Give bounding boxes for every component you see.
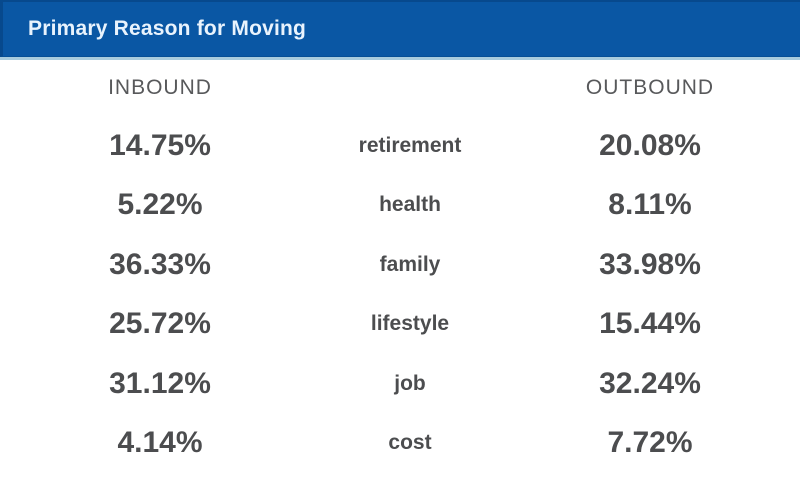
page-title: Primary Reason for Moving <box>28 17 307 40</box>
table-row-retirement: 14.75% retirement 20.08% <box>0 116 800 176</box>
table-row-lifestyle: 25.72% lifestyle 15.44% <box>0 295 800 355</box>
reason-label: cost <box>388 431 432 455</box>
widget-title-bar: Primary Reason for Moving <box>0 0 800 57</box>
table-row-family: 36.33% family 33.98% <box>0 235 800 295</box>
outbound-value: 20.08% <box>599 128 701 162</box>
inbound-value: 5.22% <box>117 188 203 222</box>
inbound-value: 36.33% <box>109 247 211 281</box>
inbound-column-header: INBOUND <box>108 76 212 99</box>
outbound-value: 32.24% <box>599 366 701 400</box>
inbound-value: 25.72% <box>109 307 211 341</box>
table-row-health: 5.22% health 8.11% <box>0 176 800 236</box>
reason-label: lifestyle <box>370 312 450 336</box>
table-row-cost: 4.14% cost 7.72% <box>0 414 800 474</box>
inbound-value: 31.12% <box>109 366 211 400</box>
outbound-value: 15.44% <box>599 307 701 341</box>
outbound-value: 7.72% <box>607 426 693 460</box>
table-header-row: INBOUND OUTBOUND <box>0 60 800 116</box>
outbound-value: 8.11% <box>608 188 692 222</box>
reason-label: family <box>379 252 441 276</box>
header-divider <box>0 57 800 60</box>
inbound-value: 14.75% <box>109 128 211 162</box>
outbound-column-header: OUTBOUND <box>585 76 715 99</box>
inbound-value: 4.14% <box>117 426 203 460</box>
reason-label: job <box>394 371 426 395</box>
outbound-value: 33.98% <box>599 247 701 281</box>
reason-label: retirement <box>358 133 462 157</box>
reason-label: health <box>379 193 441 217</box>
reasons-table: INBOUND OUTBOUND 14.75% retirement 20.08… <box>0 60 800 473</box>
table-row-job: 31.12% job 32.24% <box>0 354 800 414</box>
